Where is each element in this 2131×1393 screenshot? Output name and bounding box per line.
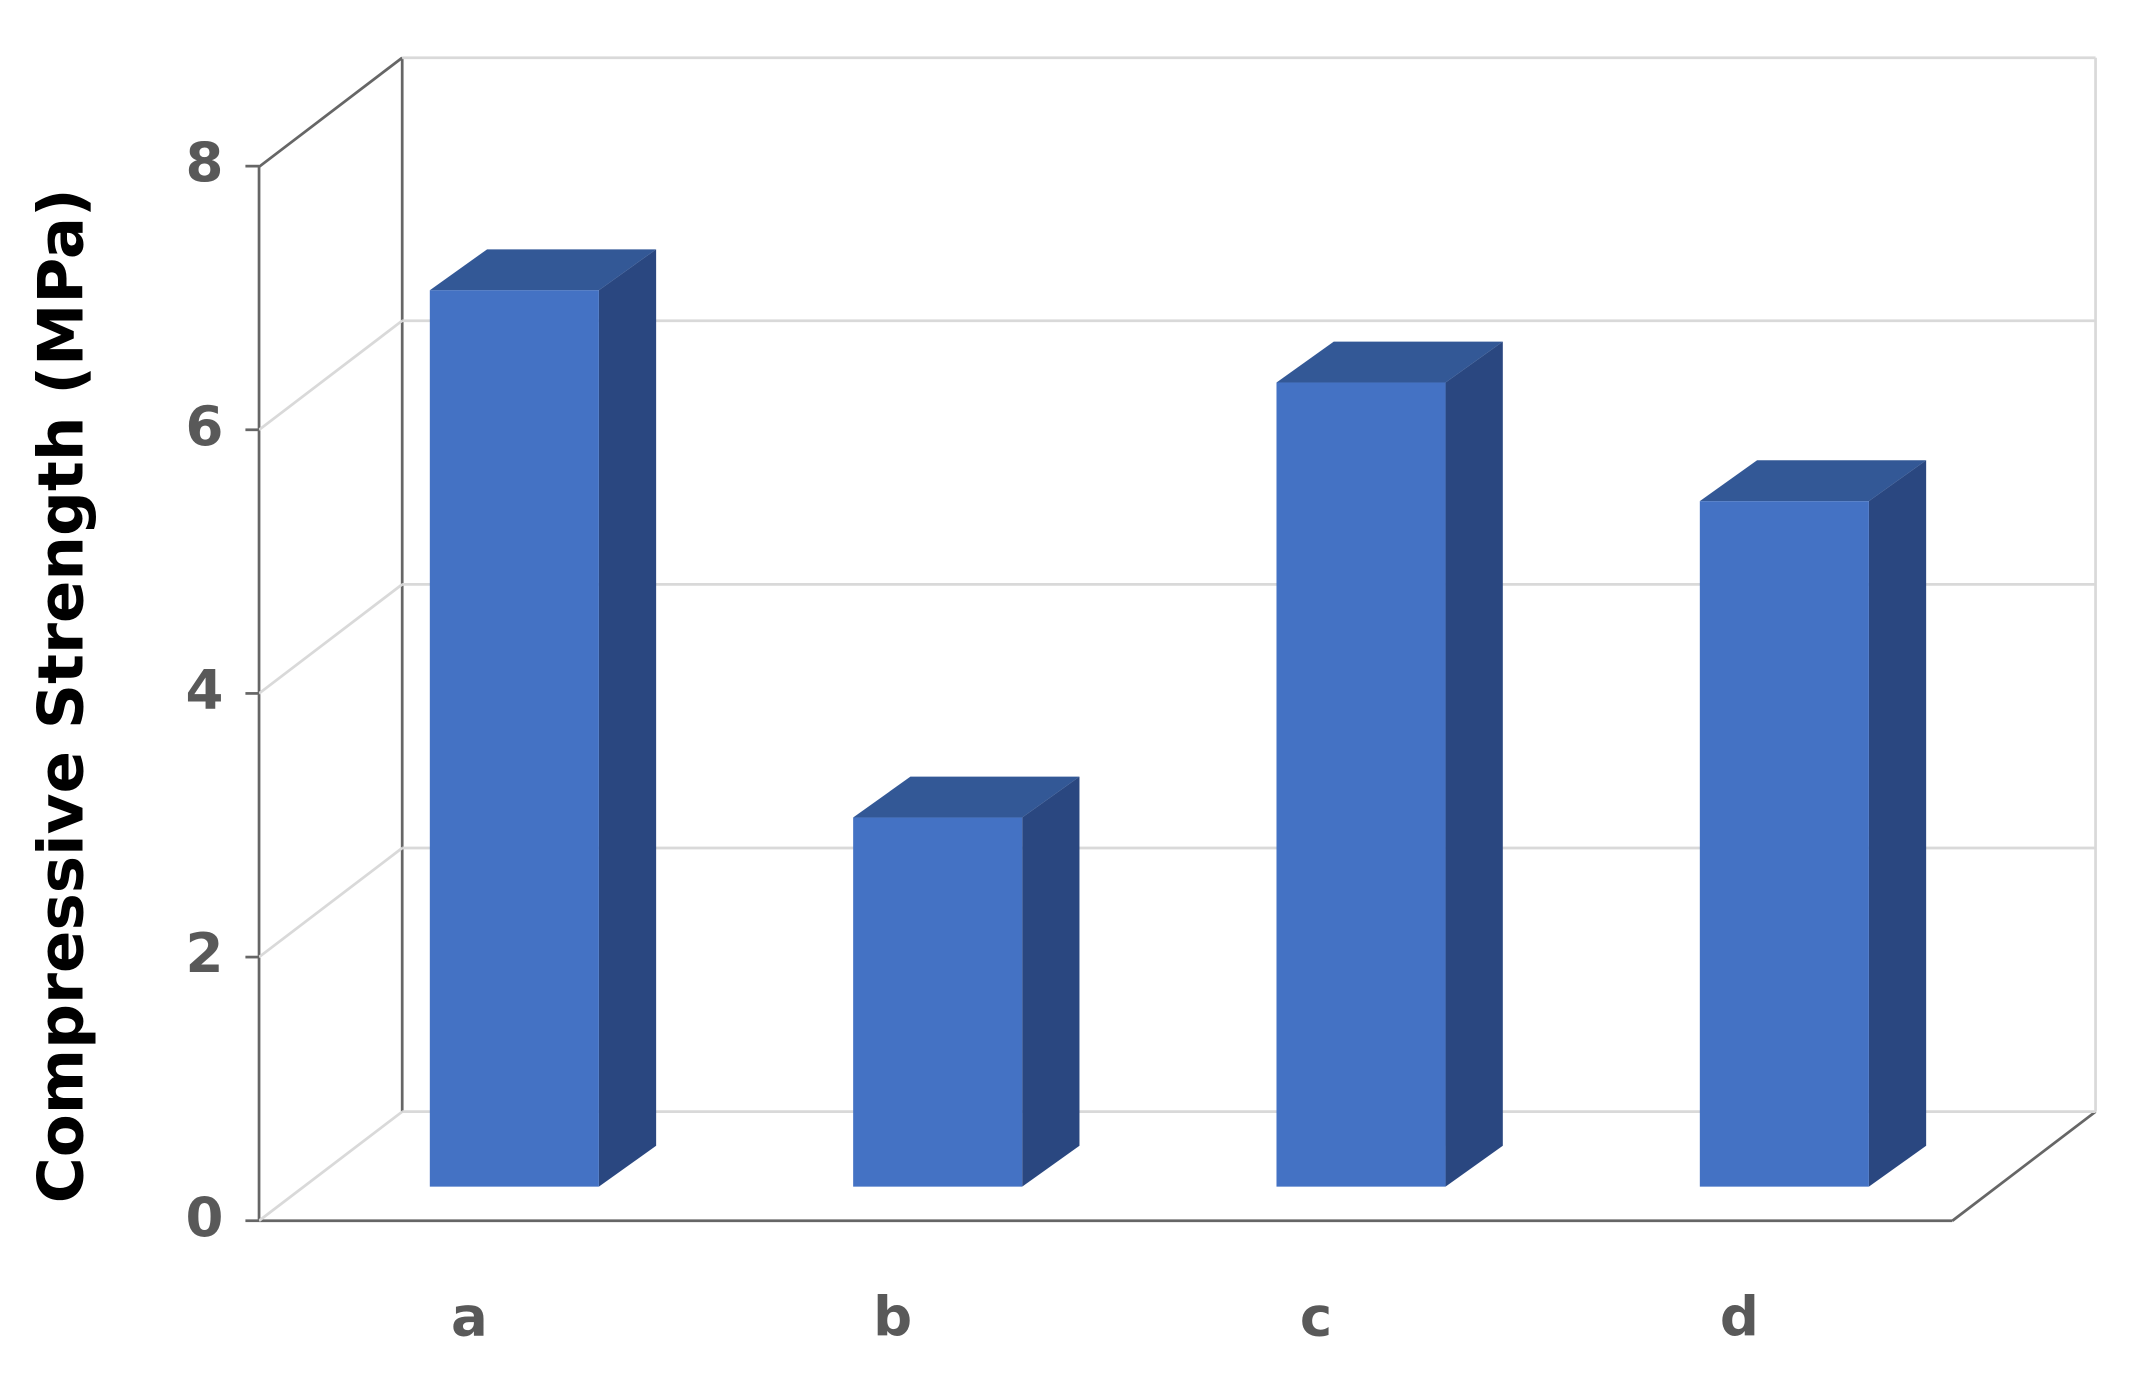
x-tick-label: c <box>1300 1284 1332 1348</box>
grid-line-side <box>258 319 404 431</box>
bar <box>1699 501 1869 1187</box>
bar-side <box>1022 776 1080 1187</box>
y-tick-label: 8 <box>186 130 224 194</box>
y-tick-label: 0 <box>186 1185 224 1249</box>
grid-line-side <box>258 583 404 695</box>
bar-side <box>1445 341 1503 1187</box>
bar-side <box>598 249 657 1187</box>
bar <box>853 817 1023 1187</box>
bar-top <box>1276 341 1503 383</box>
y-tick-label: 6 <box>186 394 224 458</box>
bar <box>1276 382 1446 1187</box>
grid-line-side <box>258 846 404 959</box>
bar-side <box>1868 460 1927 1187</box>
x-tick-label: a <box>451 1284 488 1348</box>
grid-line-side <box>258 1110 404 1222</box>
x-tick-label: d <box>1720 1284 1759 1348</box>
y-tick-label: 4 <box>186 658 224 722</box>
x-tick-label: b <box>873 1284 912 1348</box>
bar <box>429 290 599 1187</box>
bar-top <box>853 776 1080 818</box>
bar-top <box>1699 460 1927 502</box>
y-tick-label: 2 <box>186 921 224 985</box>
y-axis-title: Compressive Strength (MPa) <box>25 188 98 1203</box>
bar-top <box>429 249 657 291</box>
